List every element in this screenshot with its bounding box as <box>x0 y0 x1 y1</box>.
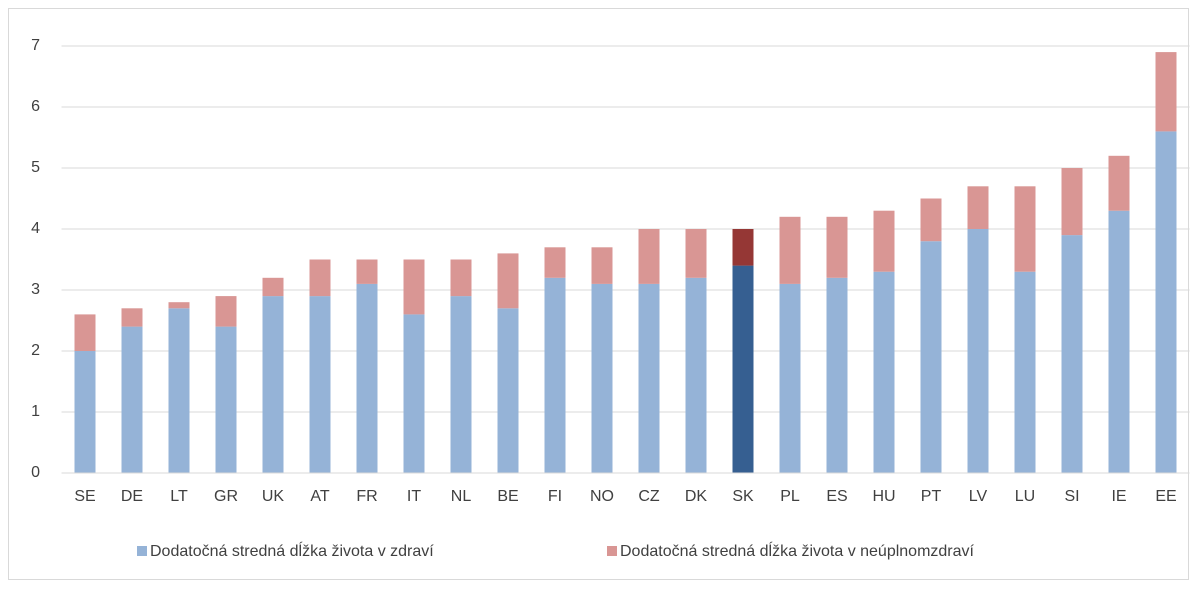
x-tick-label: SK <box>732 488 754 505</box>
bar-segment <box>873 271 895 473</box>
bar-segment <box>215 296 237 327</box>
bar-segment <box>74 314 96 351</box>
x-tick-label: SE <box>74 488 95 505</box>
x-tick-label: FR <box>356 488 377 505</box>
x-tick-label: IT <box>407 488 421 505</box>
y-tick-label: 7 <box>31 37 40 54</box>
bar-segment <box>262 277 284 297</box>
legend-swatch <box>137 546 147 556</box>
x-tick-label: NO <box>590 488 614 505</box>
legend-label: Dodatočná stredná dĺžka života v neúplno… <box>620 541 975 560</box>
bar-segment <box>168 302 190 309</box>
y-tick-label: 6 <box>31 98 40 115</box>
bar-segment <box>1061 235 1083 473</box>
x-tick-label: UK <box>262 488 285 505</box>
bar-segment <box>356 259 378 284</box>
x-tick-label: PL <box>780 488 800 505</box>
bar-segment <box>1108 210 1130 473</box>
x-tick-label: CZ <box>638 488 660 505</box>
bar-segment <box>1014 186 1036 272</box>
bar-segment <box>1014 271 1036 473</box>
bar-segment <box>497 253 519 309</box>
bar-segment <box>403 314 425 473</box>
bar-segment <box>121 326 143 473</box>
bar-segment <box>638 229 660 284</box>
bar-segment <box>215 326 237 473</box>
x-tick-label: BE <box>497 488 518 505</box>
x-tick-label: LV <box>969 488 988 505</box>
bar-segment <box>591 283 613 473</box>
y-tick-label: 5 <box>31 159 40 176</box>
x-tick-label: IE <box>1111 488 1126 505</box>
bar-segment <box>168 308 190 473</box>
bar-segment <box>309 296 331 473</box>
x-tick-label: SI <box>1064 488 1079 505</box>
bar-segment <box>1061 168 1083 236</box>
bar-segment <box>873 210 895 272</box>
x-tick-label: ES <box>826 488 847 505</box>
bar-segment <box>450 259 472 297</box>
bar-segment <box>262 296 284 473</box>
bar-segment <box>685 277 707 473</box>
bar-segment <box>309 259 331 297</box>
bar-segment <box>544 277 566 473</box>
bar-segment <box>1155 52 1177 132</box>
bar-segment <box>356 283 378 473</box>
bar-segment <box>450 296 472 473</box>
bar-segment <box>685 229 707 278</box>
bar-segment <box>967 186 989 229</box>
x-tick-label: DK <box>685 488 708 505</box>
bar-segment <box>544 247 566 278</box>
x-tick-label: GR <box>214 488 238 505</box>
bar-segment <box>732 265 754 473</box>
bar-segment <box>638 283 660 473</box>
bar-segment <box>74 351 96 473</box>
bar-segment <box>826 216 848 278</box>
bar-segment <box>121 308 143 327</box>
bar-segment <box>1108 155 1130 211</box>
bar-segment <box>779 283 801 473</box>
bar-segment <box>732 229 754 266</box>
x-tick-label: LU <box>1015 488 1035 505</box>
y-tick-label: 2 <box>31 342 40 359</box>
x-tick-label: AT <box>310 488 329 505</box>
bar-segment <box>826 277 848 473</box>
y-tick-label: 1 <box>31 403 40 420</box>
x-tick-label: NL <box>451 488 472 505</box>
bar-segment <box>920 198 942 242</box>
y-tick-label: 4 <box>31 220 40 237</box>
bar-segment <box>967 229 989 473</box>
x-tick-label: LT <box>170 488 188 505</box>
legend-swatch <box>607 546 617 556</box>
y-tick-label: 0 <box>31 464 40 481</box>
x-tick-label: FI <box>548 488 562 505</box>
bar-segment <box>497 308 519 473</box>
bar-segment <box>591 247 613 284</box>
x-tick-label: PT <box>921 488 942 505</box>
bar-segment <box>1155 131 1177 473</box>
bar-segment <box>403 259 425 315</box>
legend-label: Dodatočná stredná dĺžka života v zdraví <box>150 541 434 560</box>
y-tick-label: 3 <box>31 281 40 298</box>
x-tick-label: EE <box>1155 488 1176 505</box>
x-tick-label: HU <box>872 488 895 505</box>
bar-segment <box>920 241 942 473</box>
bar-segment <box>779 216 801 284</box>
x-tick-label: DE <box>121 488 143 505</box>
